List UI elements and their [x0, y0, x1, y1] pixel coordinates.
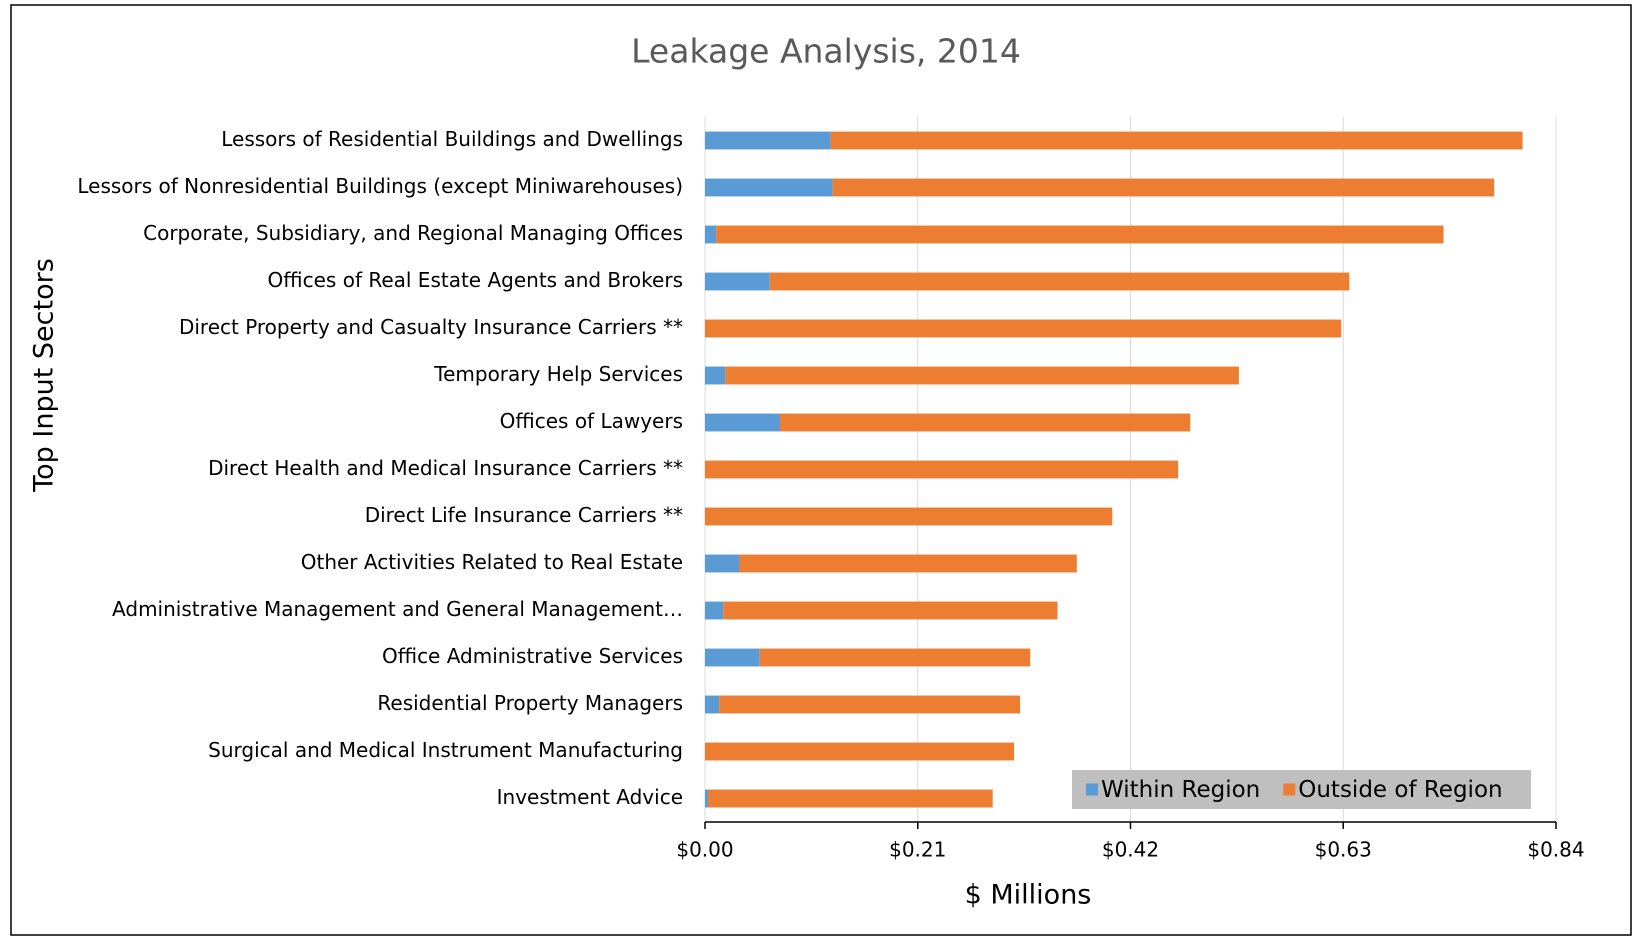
y-tick-label: Other Activities Related to Real Estate [301, 550, 683, 574]
bar-segment [705, 131, 831, 150]
x-tick-label: $0.00 [676, 838, 733, 862]
bar-segment [716, 225, 1444, 244]
bar-segment [769, 272, 1350, 291]
bar-segment [705, 601, 724, 620]
y-tick-label: Direct Life Insurance Carriers ** [365, 503, 683, 527]
bar-segment [705, 742, 1014, 761]
legend-label: Within Region [1101, 777, 1260, 803]
bar-segment [705, 272, 770, 291]
bar-segment [719, 695, 1021, 714]
y-tick-label: Administrative Management and General Ma… [112, 597, 683, 621]
bar-segment [705, 319, 1342, 338]
y-tick-label: Temporary Help Services [433, 362, 683, 386]
y-tick-label: Direct Property and Casualty Insurance C… [179, 315, 683, 339]
bar-segment [705, 554, 740, 573]
x-tick-label: $0.84 [1527, 838, 1584, 862]
bar-segment [705, 648, 760, 667]
bar-segment [708, 789, 993, 808]
bar-segment [705, 178, 833, 197]
bar-segment [705, 460, 1179, 479]
bar-segment [705, 695, 720, 714]
x-tick-label: $0.63 [1315, 838, 1372, 862]
legend-swatch [1086, 783, 1098, 796]
y-tick-label: Offices of Real Estate Agents and Broker… [268, 268, 683, 292]
bar-segment [705, 225, 717, 244]
y-tick-label: Corporate, Subsidiary, and Regional Mana… [143, 221, 683, 245]
y-tick-label: Office Administrative Services [382, 644, 683, 668]
bar-segment [759, 648, 1031, 667]
bar-segment [725, 366, 1239, 385]
y-tick-label: Lessors of Nonresidential Buildings (exc… [77, 174, 683, 198]
bar-segment [705, 789, 709, 808]
bar-segment [723, 601, 1058, 620]
bar-segment [830, 131, 1523, 150]
bar-segment [779, 413, 1191, 432]
y-tick-label: Lessors of Residential Buildings and Dwe… [221, 127, 683, 151]
x-tick-label: $0.42 [1102, 838, 1159, 862]
bar-segment [705, 413, 780, 432]
legend: Within Region Outside of Region [1072, 770, 1531, 809]
x-axis-label: $ Millions [965, 880, 1092, 911]
y-axis-label: Top Input Sectors [29, 258, 60, 493]
bar-segment [705, 366, 726, 385]
legend-box [1072, 770, 1531, 809]
bar-segment [832, 178, 1495, 197]
legend-label: Outside of Region [1298, 777, 1502, 803]
chart-title: Leakage Analysis, 2014 [631, 32, 1021, 71]
y-tick-label: Surgical and Medical Instrument Manufact… [208, 738, 683, 762]
y-tick-label: Direct Health and Medical Insurance Carr… [208, 456, 683, 480]
legend-swatch [1283, 783, 1296, 796]
bar-segment [705, 507, 1113, 526]
x-tick-label: $0.21 [889, 838, 946, 862]
y-tick-label: Offices of Lawyers [500, 409, 683, 433]
y-tick-label: Investment Advice [497, 785, 683, 809]
y-tick-label: Residential Property Managers [377, 691, 683, 715]
bar-segment [739, 554, 1077, 573]
